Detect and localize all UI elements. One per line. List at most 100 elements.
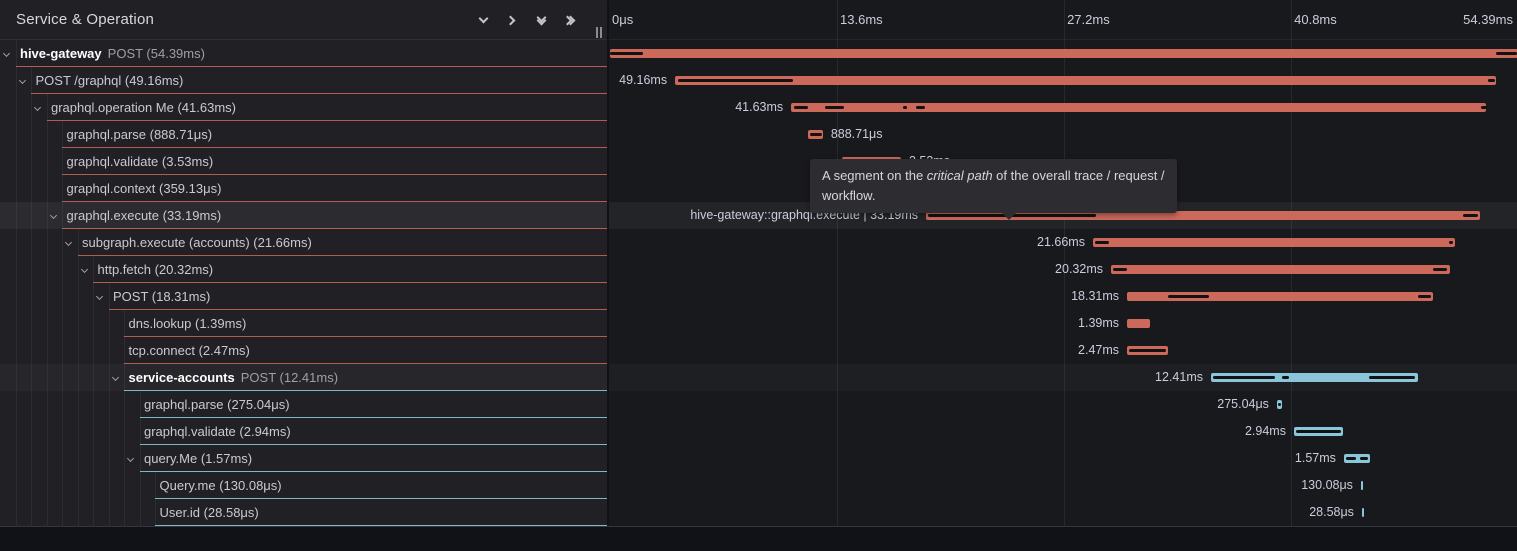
row-border xyxy=(155,498,607,499)
indent-guide xyxy=(31,310,32,337)
indent-guide xyxy=(46,94,48,121)
span-label: graphql.validate (2.94ms) xyxy=(144,424,291,439)
axis-tick-label: 13.6ms xyxy=(840,12,883,27)
span-label: hive-gateway POST (54.39ms) xyxy=(20,40,205,67)
span-bar[interactable] xyxy=(1127,319,1151,328)
tree-row[interactable]: graphql.execute (33.19ms) xyxy=(0,202,607,229)
indent-guide xyxy=(46,229,48,256)
indent-guide xyxy=(108,283,110,310)
tree-row[interactable]: hive-gateway POST (54.39ms) xyxy=(0,40,607,67)
span-duration-label: 20.32ms xyxy=(1055,262,1103,276)
collapse-chevron-icon[interactable] xyxy=(126,454,135,463)
indent-guide xyxy=(124,418,125,445)
collapse-chevron-icon[interactable] xyxy=(2,49,11,58)
indent-guide xyxy=(46,256,48,283)
critical-path-segment xyxy=(825,106,845,109)
timeline-row: 275.04μs xyxy=(609,391,1517,418)
critical-path-segment xyxy=(1418,295,1432,298)
collapse-chevron-icon[interactable] xyxy=(95,292,104,301)
collapse-chevron-icon[interactable] xyxy=(33,103,42,112)
collapse-chevron-icon[interactable] xyxy=(64,238,73,247)
indent-guide xyxy=(15,391,17,418)
indent-guide xyxy=(124,310,125,337)
critical-path-segment xyxy=(1167,295,1209,298)
span-duration-label: 1.39ms xyxy=(1078,316,1120,330)
row-border xyxy=(124,390,607,391)
critical-path-segment xyxy=(1433,268,1447,271)
indent-guide xyxy=(15,472,17,499)
double-chevron-right-icon xyxy=(562,15,575,25)
indent-guide xyxy=(46,121,48,148)
panel-resize-handle[interactable] xyxy=(595,27,603,38)
critical-path-segment xyxy=(610,52,644,55)
indent-guide xyxy=(15,283,17,310)
indent-guide xyxy=(46,391,48,418)
span-bar[interactable] xyxy=(1210,373,1419,382)
grid-line xyxy=(837,0,839,526)
span-bar[interactable] xyxy=(1092,238,1455,247)
tree-row[interactable]: graphql.parse (275.04μs) xyxy=(0,391,607,418)
timeline-row xyxy=(609,40,1517,67)
tree-row[interactable]: dns.lookup (1.39ms) xyxy=(0,310,607,337)
critical-path-segment xyxy=(1295,430,1341,433)
tree-row[interactable]: query.Me (1.57ms) xyxy=(0,445,607,472)
indent-guide xyxy=(108,310,110,337)
expand-one-button[interactable] xyxy=(501,9,523,31)
tree-row[interactable]: POST /graphql (49.16ms) xyxy=(0,67,607,94)
grid-line xyxy=(1291,0,1293,526)
tree-row[interactable]: graphql.context (359.13μs) xyxy=(0,175,607,202)
tree-row[interactable]: graphql.parse (888.71μs) xyxy=(0,121,607,148)
indent-guide xyxy=(31,337,32,364)
span-bar[interactable] xyxy=(1361,508,1364,517)
tree-row[interactable]: User.id (28.58μs) xyxy=(0,499,607,526)
indent-guide xyxy=(31,94,32,121)
span-bar[interactable] xyxy=(1127,292,1433,301)
indent-guide xyxy=(77,337,79,364)
double-chevron-down-icon xyxy=(536,12,546,25)
tree-row[interactable]: graphql.validate (2.94ms) xyxy=(0,418,607,445)
collapse-chevron-icon[interactable] xyxy=(49,211,57,220)
indent-guide xyxy=(139,391,141,418)
tree-row[interactable]: graphql.validate (3.53ms) xyxy=(0,148,607,175)
indent-guide xyxy=(77,499,79,526)
tree-row[interactable]: tcp.connect (2.47ms) xyxy=(0,337,607,364)
indent-guide xyxy=(31,364,32,391)
span-duration-label: 2.94ms xyxy=(1244,424,1286,438)
panel-bottom-divider xyxy=(0,526,1517,527)
collapse-chevron-icon[interactable] xyxy=(18,76,26,85)
collapse-one-button[interactable] xyxy=(472,9,494,31)
indent-guide xyxy=(15,310,17,337)
indent-guide xyxy=(77,283,79,310)
indent-guide xyxy=(62,148,63,175)
tree-row[interactable]: graphql.operation Me (41.63ms) xyxy=(0,94,607,121)
span-bar[interactable] xyxy=(1110,265,1451,274)
operation-name: POST (54.39ms) xyxy=(107,46,205,61)
axis-tick-label: 0μs xyxy=(612,12,634,27)
row-border xyxy=(62,174,607,175)
tree-row[interactable]: Query.me (130.08μs) xyxy=(0,472,607,499)
tree-row[interactable]: http.fetch (20.32ms) xyxy=(0,256,607,283)
tree-row[interactable]: subgraph.execute (accounts) (21.66ms) xyxy=(0,229,607,256)
span-label: POST (18.31ms) xyxy=(113,289,211,304)
timeline-row: 2.47ms xyxy=(609,337,1517,364)
expand-all-button[interactable] xyxy=(559,9,581,31)
span-bar[interactable] xyxy=(1360,481,1364,490)
indent-guide xyxy=(46,337,48,364)
indent-guide xyxy=(77,418,79,445)
span-bar[interactable] xyxy=(791,103,1487,112)
indent-guide xyxy=(15,364,17,391)
collapse-all-button[interactable] xyxy=(530,9,552,31)
tree-row[interactable]: service-accounts POST (12.41ms) xyxy=(0,364,607,391)
collapse-chevron-icon[interactable] xyxy=(111,373,119,382)
indent-guide xyxy=(108,418,110,445)
span-bar[interactable] xyxy=(926,211,1481,220)
indent-guide xyxy=(62,364,63,391)
critical-path-segment xyxy=(1129,349,1166,352)
collapse-chevron-icon[interactable] xyxy=(80,265,88,274)
span-label: service-accounts POST (12.41ms) xyxy=(129,364,339,391)
span-bar[interactable] xyxy=(1343,454,1371,463)
tree-row[interactable]: POST (18.31ms) xyxy=(0,283,607,310)
span-bar[interactable] xyxy=(675,76,1496,85)
critical-path-segment xyxy=(1480,106,1488,109)
span-bar[interactable] xyxy=(610,49,1517,58)
